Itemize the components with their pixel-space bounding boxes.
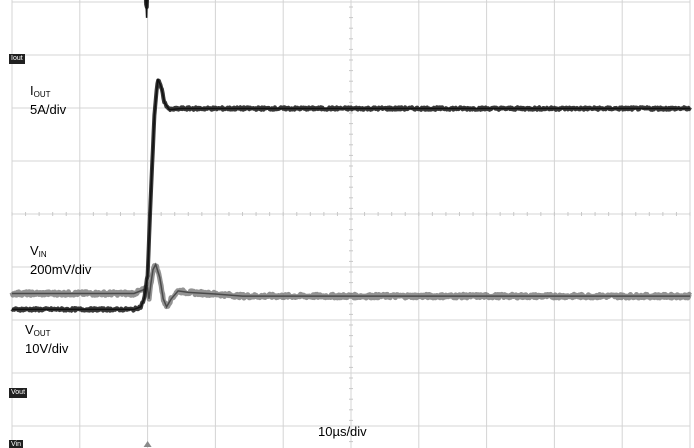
iout-label-sub: OUT — [33, 90, 51, 99]
iout-trace-core — [145, 0, 148, 18]
vin-label-main: V — [30, 243, 39, 258]
vin-trace-core — [12, 262, 690, 309]
trigger-marker — [143, 441, 152, 447]
iout-label-main: I — [30, 83, 34, 98]
trigger-position-marker — [143, 441, 152, 447]
vin-ground-marker: Vin — [9, 440, 23, 448]
vin-label-sub: IN — [38, 250, 47, 259]
traces — [9, 0, 693, 313]
iout-channel-label: IOUT 5A/div — [30, 83, 66, 117]
timebase-label: 10µs/div — [318, 424, 367, 439]
vout-channel-label: VOUT 10V/div — [25, 322, 68, 356]
vin-scale: 200mV/div — [30, 262, 92, 277]
vout-scale: 10V/div — [25, 341, 69, 356]
vin-channel-label: VIN 200mV/div — [30, 243, 91, 277]
iout-scale: 5A/div — [30, 102, 67, 117]
graticule — [11, 0, 691, 448]
iout-ground-marker: Iout — [9, 54, 25, 64]
vout-label-sub: OUT — [33, 329, 51, 338]
vout-trace-core — [12, 78, 690, 311]
vout-ground-marker: Vout — [9, 388, 28, 398]
vout-label-main: V — [25, 322, 34, 337]
